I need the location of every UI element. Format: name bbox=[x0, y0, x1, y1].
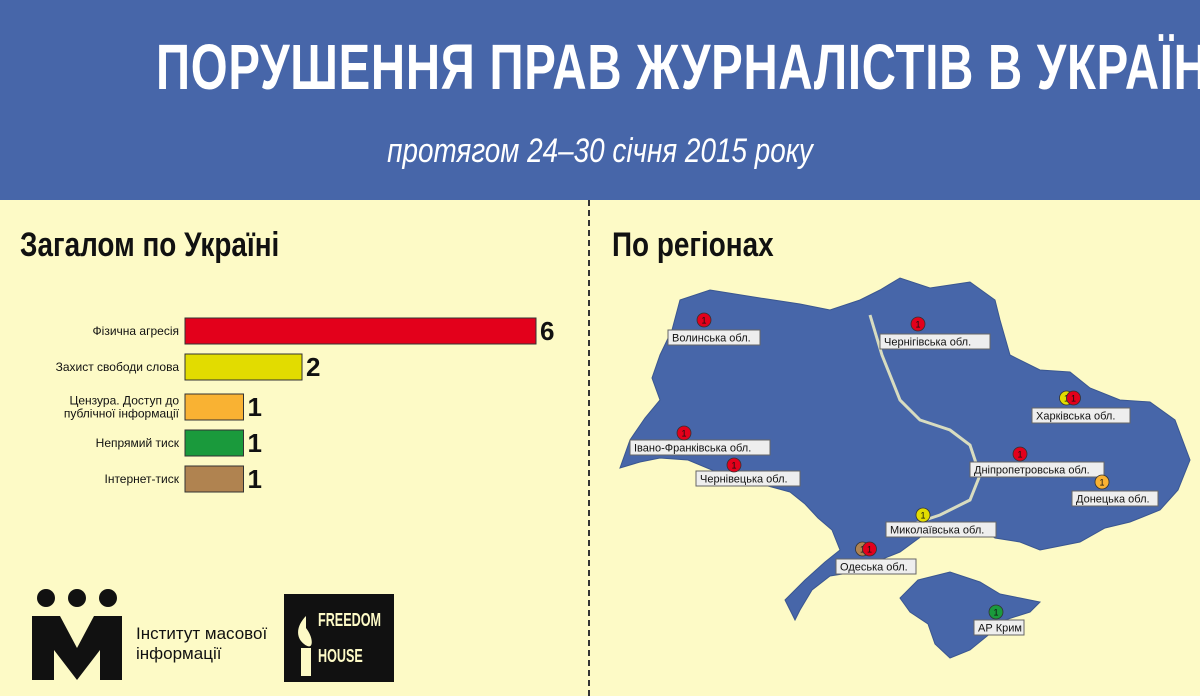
region-label: АР Крим bbox=[978, 623, 1022, 635]
freedom-house-torch-icon bbox=[298, 616, 312, 676]
region-label-box bbox=[1031, 407, 1131, 424]
bar-value-label: 1 bbox=[248, 464, 262, 494]
imi-text-line2: інформації bbox=[136, 644, 222, 663]
regions-map: Волинська обл. 1 Чернігівська обл. 1 Харківс… bbox=[600, 260, 1200, 696]
region-label-box bbox=[973, 619, 1025, 636]
region-count-value: 1 bbox=[731, 461, 736, 471]
bar-category-label: Захист свободи слова bbox=[56, 360, 180, 374]
region-label-box bbox=[835, 558, 917, 575]
bar bbox=[184, 317, 537, 345]
bar-category-label: Інтернет-тиск bbox=[104, 472, 179, 486]
imi-logo bbox=[32, 588, 122, 688]
bar-value-label: 2 bbox=[306, 352, 320, 382]
ukraine-map-svg: Волинська обл. 1 Чернігівська обл. 1 Харківс… bbox=[619, 277, 1191, 659]
region-count-dot bbox=[726, 457, 742, 473]
bar-value-label: 1 bbox=[248, 428, 262, 458]
region-count-dot bbox=[910, 316, 926, 332]
region-marker: Одеська обл.11 bbox=[835, 541, 917, 575]
freedom-house-line1: FREEDOM bbox=[318, 610, 381, 630]
bar bbox=[184, 465, 244, 493]
freedom-house-line2: HOUSE bbox=[318, 646, 363, 666]
region-count-value: 1 bbox=[681, 429, 686, 439]
region-label-box bbox=[885, 521, 997, 538]
bar-category-label: Непрямий тиск bbox=[96, 436, 180, 450]
region-count-dot bbox=[696, 312, 712, 328]
region-count-dot bbox=[862, 541, 877, 557]
region-label: Дніпропетровська обл. bbox=[974, 465, 1090, 477]
bar bbox=[184, 393, 244, 421]
bar-chart-svg: Фізична агресія 6 Захист свободи слова 2 Цен… bbox=[56, 316, 555, 494]
page-title: ПОРУШЕННЯ ПРАВ ЖУРНАЛІСТІВ В УКРАЇНІ bbox=[156, 31, 1200, 103]
region-count-dot bbox=[1094, 474, 1110, 490]
imi-text-line1: Інститут масової bbox=[136, 624, 268, 643]
bar-value-label: 6 bbox=[540, 316, 554, 346]
region-label: Чернігівська обл. bbox=[884, 337, 971, 349]
dnipro-river-line bbox=[868, 314, 982, 527]
region-marker: Волинська обл. 1 bbox=[667, 312, 761, 346]
region-label: Миколаївська обл. bbox=[890, 525, 984, 537]
bar-category-label: Цензура. Доступ до bbox=[70, 394, 180, 408]
region-label-box bbox=[969, 461, 1105, 478]
freedom-house-logo: FREEDOM HOUSE bbox=[284, 594, 394, 682]
region-label: Волинська обл. bbox=[672, 333, 751, 345]
region-label-box bbox=[1071, 490, 1159, 507]
region-count-dot bbox=[1066, 390, 1081, 406]
region-marker: Чернівецька обл. 1 bbox=[695, 457, 801, 487]
regions-section-title: По регіонах bbox=[612, 226, 774, 264]
region-count-value: 1 bbox=[1071, 394, 1076, 404]
region-label-box bbox=[695, 470, 801, 487]
region-count-value: 1 bbox=[867, 545, 872, 555]
imi-logo-mark bbox=[32, 589, 122, 680]
overall-section-title: Загалом по Україні bbox=[20, 226, 280, 264]
bar-category-label: Фізична агресія bbox=[93, 324, 179, 338]
region-label: Одеська обл. bbox=[840, 562, 908, 574]
page-subtitle: протягом 24–30 січня 2015 року bbox=[387, 132, 813, 170]
region-label: Івано-Франківська обл. bbox=[634, 443, 751, 455]
region-count-value: 1 bbox=[993, 608, 998, 618]
region-label: Чернівецька обл. bbox=[700, 474, 788, 486]
region-marker: АР Крим 1 bbox=[973, 604, 1025, 636]
bar-value-label: 1 bbox=[248, 392, 262, 422]
region-label-box bbox=[667, 329, 761, 346]
bar bbox=[184, 429, 244, 457]
region-marker: Дніпропетровська обл. 1 bbox=[969, 446, 1105, 478]
overall-bar-chart: Фізична агресія 6 Захист свободи слова 2 Цен… bbox=[0, 300, 580, 510]
header-banner: ПОРУШЕННЯ ПРАВ ЖУРНАЛІСТІВ В УКРАЇНІ про… bbox=[0, 0, 1200, 200]
bar bbox=[184, 353, 303, 381]
bar-category-label: публічної інформації bbox=[64, 407, 180, 421]
region-marker: Харківська обл.11 bbox=[1031, 390, 1131, 424]
section-divider bbox=[588, 200, 590, 696]
region-count-value: 1 bbox=[915, 320, 920, 330]
region-marker: Чернігівська обл. 1 bbox=[879, 316, 991, 350]
region-count-dot bbox=[988, 604, 1004, 620]
crimea-shape bbox=[899, 571, 1042, 659]
region-count-value: 1 bbox=[1099, 478, 1104, 488]
region-marker: Івано-Франківська обл. 1 bbox=[629, 425, 771, 456]
region-label: Харківська обл. bbox=[1036, 411, 1115, 423]
region-label-box bbox=[879, 333, 991, 350]
region-count-value: 1 bbox=[701, 316, 706, 326]
region-marker: Миколаївська обл. 1 bbox=[885, 507, 997, 538]
region-label: Донецька обл. bbox=[1076, 494, 1150, 506]
region-count-dot bbox=[676, 425, 692, 441]
region-count-value: 1 bbox=[920, 511, 925, 521]
region-label-box bbox=[629, 439, 771, 456]
region-count-value: 1 bbox=[1017, 450, 1022, 460]
region-count-dot bbox=[1012, 446, 1028, 462]
region-count-dot bbox=[915, 507, 931, 523]
region-marker: Донецька обл. 1 bbox=[1071, 474, 1159, 507]
imi-logo-text: Інститут масової інформації bbox=[136, 624, 267, 664]
